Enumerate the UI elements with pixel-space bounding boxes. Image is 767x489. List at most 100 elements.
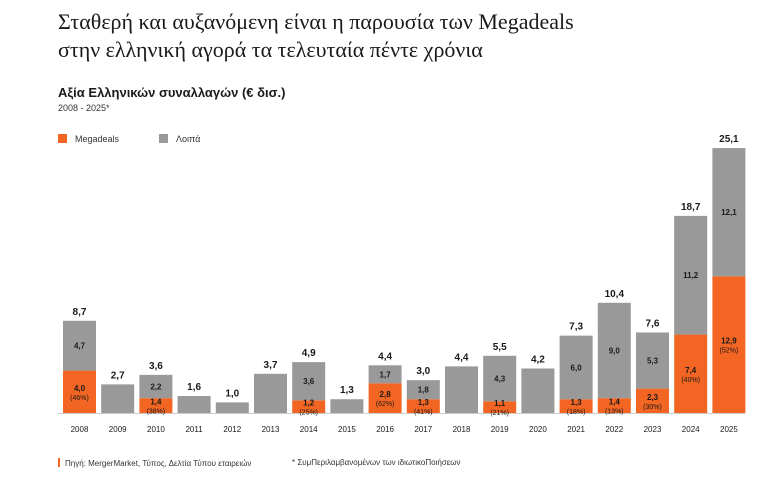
x-tick-2015: 2015 <box>338 425 356 434</box>
x-tick-2025: 2025 <box>720 425 738 434</box>
bar-other-2024 <box>674 215 708 335</box>
bar-megadeals-2023 <box>636 388 669 413</box>
total-label-2017: 3,0 <box>416 366 430 377</box>
share-label-megadeals-2023: (30%) <box>643 404 662 411</box>
bar-other-2012 <box>215 402 249 413</box>
bar-megadeals-2019 <box>483 401 517 413</box>
total-label-2010: 3,6 <box>149 361 163 372</box>
share-label-megadeals-2021: (18%) <box>567 409 586 416</box>
bar-other-2019 <box>483 355 517 402</box>
share-label-megadeals-2008: (46%) <box>70 395 89 402</box>
source-text: Πηγή: MergerMarket, Τύπος, Δελτία Τύπου … <box>65 459 252 468</box>
chart-title: Αξία Ελληνικών συναλλαγών (€ δισ.) <box>58 85 286 100</box>
total-label-2008: 8,7 <box>73 307 87 318</box>
x-tick-2012: 2012 <box>223 425 241 434</box>
share-label-megadeals-2016: (62%) <box>376 401 395 408</box>
value-label-other-2014: 3,6 <box>303 377 315 386</box>
bar-other-2020 <box>521 368 555 413</box>
value-label-other-2010: 2,2 <box>150 383 162 392</box>
headline: Σταθερή και αυξανόμενη είναι η παρουσία … <box>58 8 738 64</box>
x-tick-2022: 2022 <box>605 425 623 434</box>
value-label-megadeals-2016: 2,8 <box>380 390 392 399</box>
x-tick-2021: 2021 <box>567 425 585 434</box>
total-label-2015: 1,3 <box>340 385 354 396</box>
bar-other-2010 <box>139 374 173 399</box>
bar-other-2013 <box>254 373 287 413</box>
bar-megadeals-2022 <box>597 398 631 413</box>
total-label-2016: 4,4 <box>378 351 392 362</box>
total-label-2025: 25,1 <box>719 134 739 145</box>
bar-other-2014 <box>292 362 326 401</box>
value-label-megadeals-2024: 7,4 <box>685 366 697 375</box>
total-label-2013: 3,7 <box>264 360 278 371</box>
share-label-megadeals-2025: (52%) <box>720 348 739 355</box>
value-label-other-2024: 11,2 <box>683 271 699 280</box>
bar-megadeals-2021 <box>559 399 593 413</box>
x-tick-2023: 2023 <box>644 425 662 434</box>
x-tick-2017: 2017 <box>414 425 432 434</box>
legend-item-other: Λοιπά <box>159 134 200 144</box>
bar-megadeals-2016 <box>368 383 402 413</box>
headline-line-2: στην ελληνική αγορά τα τελευταία πέντε χ… <box>58 37 483 62</box>
x-tick-2014: 2014 <box>300 425 318 434</box>
share-label-megadeals-2014: (25%) <box>299 410 318 417</box>
x-tick-2013: 2013 <box>262 425 280 434</box>
x-tick-2011: 2011 <box>185 425 203 434</box>
bar-other-2015 <box>330 399 364 413</box>
share-label-megadeals-2010: (38%) <box>147 409 166 416</box>
value-label-other-2023: 5,3 <box>647 357 659 366</box>
x-tick-2019: 2019 <box>491 425 509 434</box>
total-label-2009: 2,7 <box>111 370 125 381</box>
total-label-2021: 7,3 <box>569 322 583 333</box>
total-label-2014: 4,9 <box>302 348 316 359</box>
value-label-megadeals-2014: 1,2 <box>303 399 315 408</box>
share-label-megadeals-2017: (41%) <box>414 409 433 416</box>
bar-other-2016 <box>368 365 402 384</box>
bar-other-2017 <box>406 380 440 400</box>
value-label-megadeals-2010: 1,4 <box>150 398 162 407</box>
x-tick-2018: 2018 <box>453 425 471 434</box>
bar-other-2009 <box>101 384 135 413</box>
bar-megadeals-2010 <box>139 398 173 413</box>
bar-other-2021 <box>559 335 593 400</box>
value-label-megadeals-2022: 1,4 <box>609 398 621 407</box>
legend-swatch-other <box>159 134 168 143</box>
value-label-megadeals-2017: 1,3 <box>418 398 430 407</box>
value-label-other-2016: 1,7 <box>380 370 392 379</box>
legend-swatch-megadeals <box>58 134 67 143</box>
share-label-megadeals-2019: (21%) <box>490 410 509 417</box>
total-label-2011: 1,6 <box>187 382 201 393</box>
total-label-2022: 10,4 <box>605 289 625 300</box>
footnote: * ΣυμΠεριλαμβανομένων των ιδιωτικοΠοιήσε… <box>292 458 461 467</box>
bar-megadeals-2025 <box>712 276 746 413</box>
total-label-2020: 4,2 <box>531 354 545 365</box>
x-tick-2010: 2010 <box>147 425 165 434</box>
value-label-other-2008: 4,7 <box>74 342 86 351</box>
value-label-other-2017: 1,8 <box>418 386 430 395</box>
value-label-other-2021: 6,0 <box>571 363 583 372</box>
bar-other-2022 <box>597 302 631 399</box>
x-tick-2016: 2016 <box>376 425 394 434</box>
bar-megadeals-2024 <box>674 334 708 413</box>
headline-line-1: Σταθερή και αυξανόμενη είναι η παρουσία … <box>58 9 574 34</box>
bar-other-2025 <box>712 148 746 277</box>
value-label-other-2025: 12,1 <box>721 208 737 217</box>
value-label-megadeals-2025: 12,9 <box>721 337 737 346</box>
share-label-megadeals-2024: (40%) <box>681 377 700 384</box>
bar-other-2023 <box>636 332 669 389</box>
value-label-other-2019: 4,3 <box>494 375 506 384</box>
legend-item-megadeals: Megadeals <box>58 134 119 144</box>
total-label-2018: 4,4 <box>455 352 469 363</box>
bar-other-2008 <box>63 320 96 371</box>
legend-label-megadeals: Megadeals <box>75 134 120 144</box>
legend-label-other: Λοιπά <box>176 134 201 144</box>
chart-subtitle: 2008 - 2025* <box>58 103 110 113</box>
value-label-other-2022: 9,0 <box>609 346 621 355</box>
value-label-megadeals-2021: 1,3 <box>571 398 583 407</box>
total-label-2019: 5,5 <box>493 342 507 353</box>
bar-megadeals-2017 <box>406 399 440 413</box>
x-tick-2024: 2024 <box>682 425 700 434</box>
bar-other-2018 <box>445 366 478 413</box>
bar-megadeals-2008 <box>63 370 96 413</box>
